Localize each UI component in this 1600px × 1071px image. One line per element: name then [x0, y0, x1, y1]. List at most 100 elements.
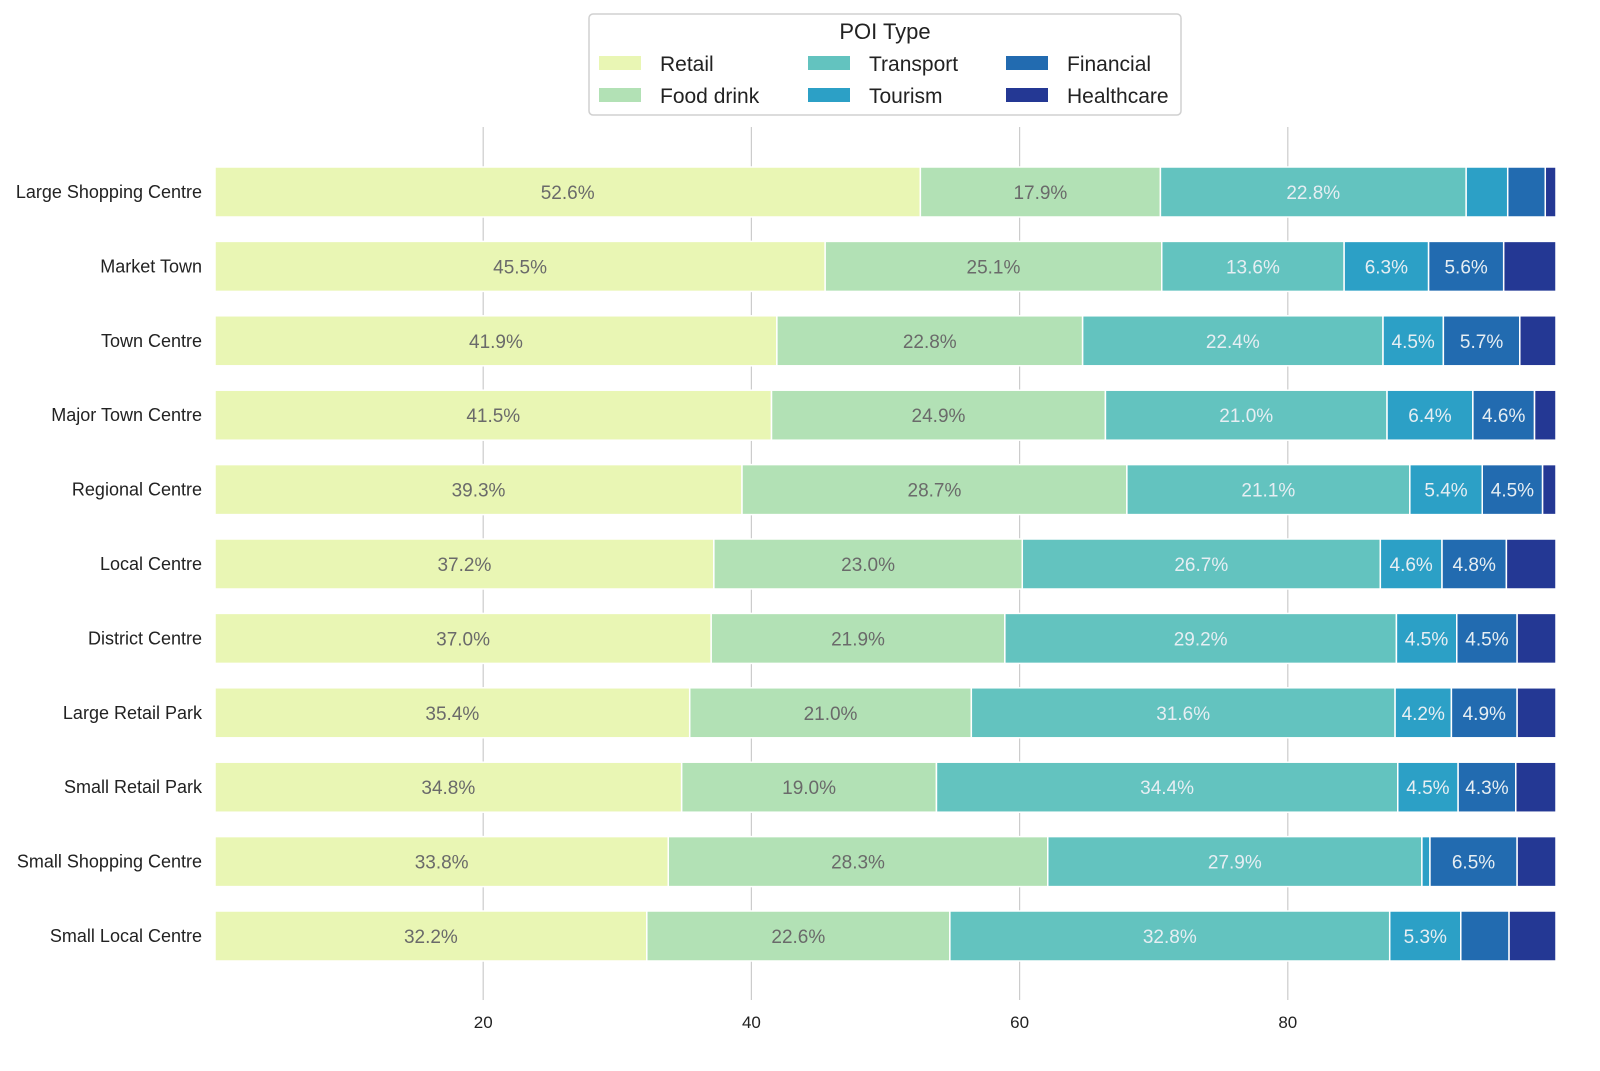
data-label: 34.4% — [1140, 778, 1194, 799]
bar-segment — [824, 240, 1163, 293]
bar-segment — [1465, 166, 1509, 218]
bar-segment — [1533, 389, 1557, 441]
data-label: 4.5% — [1491, 481, 1534, 502]
data-label: 4.8% — [1453, 555, 1496, 576]
data-label: 24.9% — [912, 406, 966, 427]
data-label: 32.8% — [1143, 927, 1197, 948]
bar-segment — [214, 389, 773, 441]
bar-segment — [1472, 389, 1536, 441]
data-label: 52.6% — [541, 183, 595, 204]
bar-segment — [1502, 240, 1557, 293]
legend-swatch — [599, 56, 641, 70]
data-label: 4.6% — [1390, 555, 1433, 576]
category-label: Regional Centre — [72, 480, 202, 500]
data-label: 6.3% — [1365, 257, 1408, 278]
bar-segment — [646, 910, 951, 962]
data-label: 4.5% — [1392, 332, 1435, 353]
bar-segment — [1160, 240, 1345, 293]
data-label: 21.1% — [1241, 481, 1295, 502]
bar-segment — [1457, 761, 1517, 813]
bar-segment — [1541, 463, 1557, 516]
category-label: Local Centre — [100, 554, 202, 574]
category-label: District Centre — [88, 628, 202, 648]
legend-title: POI Type — [839, 19, 930, 44]
bar-segment — [1021, 538, 1382, 590]
bars: 52.6% 17.9% 22.8% 45.5% 25.1% 13.6% 6.3% 5.6% 41… — [214, 166, 1557, 962]
bar-segment — [1159, 166, 1467, 218]
data-label: 34.8% — [421, 778, 475, 799]
category-label: Market Town — [100, 256, 202, 276]
legend: POI Type Retail Food drink Transport Touris… — [588, 13, 1182, 116]
category-label: Town Centre — [101, 331, 202, 351]
bar-segment — [1429, 835, 1518, 888]
data-label: 19.0% — [782, 778, 836, 799]
bar-segment — [214, 315, 778, 367]
bar-segment — [1506, 166, 1547, 218]
legend-swatch — [1006, 88, 1048, 102]
x-tick-label: 60 — [1010, 1013, 1029, 1032]
data-label: 23.0% — [841, 555, 895, 576]
data-label: 26.7% — [1174, 555, 1228, 576]
legend-label: Transport — [869, 53, 958, 76]
bar-segment — [741, 463, 1128, 516]
data-label: 4.2% — [1402, 704, 1445, 725]
data-label: 28.3% — [831, 853, 885, 874]
data-label: 4.6% — [1482, 406, 1525, 427]
data-label: 32.2% — [404, 927, 458, 948]
data-label: 22.8% — [903, 332, 957, 353]
data-label: 45.5% — [493, 257, 547, 278]
data-label: 22.4% — [1206, 332, 1260, 353]
data-label: 4.5% — [1465, 629, 1508, 650]
category-label: Small Shopping Centre — [17, 852, 202, 872]
data-label: 13.6% — [1226, 257, 1280, 278]
bar-segment — [1450, 687, 1518, 739]
bar-segment — [1508, 910, 1557, 962]
bar-segment — [1515, 761, 1557, 813]
data-label: 5.4% — [1424, 481, 1467, 502]
bar-segment — [1388, 910, 1462, 962]
category-label: Small Retail Park — [64, 777, 203, 797]
bar-segment — [1081, 315, 1384, 367]
data-label: 4.5% — [1406, 778, 1449, 799]
bar-segment — [1516, 687, 1557, 739]
bar-segment — [1126, 463, 1411, 516]
x-tick-labels: 20 40 60 80 — [474, 1013, 1298, 1032]
bar-segment — [1397, 761, 1459, 813]
data-label: 41.9% — [469, 332, 523, 353]
data-label: 21.0% — [1219, 406, 1273, 427]
category-label: Large Shopping Centre — [16, 182, 202, 202]
bar-segment — [1516, 835, 1557, 888]
data-label: 5.3% — [1404, 927, 1447, 948]
data-label: 21.9% — [831, 629, 885, 650]
bar-segment — [1519, 315, 1557, 367]
bar-segment — [949, 910, 1391, 962]
x-tick-label: 20 — [474, 1013, 493, 1032]
legend-swatch — [808, 88, 850, 102]
bar-segment — [667, 835, 1049, 888]
data-label: 28.7% — [908, 481, 962, 502]
data-label: 21.0% — [804, 704, 858, 725]
legend-label: Food drink — [660, 85, 760, 108]
bar-segment — [1421, 835, 1431, 888]
bar-segment — [1442, 315, 1521, 367]
bar-segment — [713, 538, 1024, 590]
bar-segment — [1505, 538, 1557, 590]
bar-segment — [214, 612, 712, 665]
category-labels: Large Shopping Centre Market Town Town Cen… — [16, 182, 203, 946]
legend-label: Retail — [660, 53, 714, 76]
legend-swatch — [599, 88, 641, 102]
bar-segment — [1441, 538, 1508, 590]
data-label: 17.9% — [1013, 183, 1067, 204]
data-label: 6.5% — [1452, 853, 1495, 874]
data-label: 31.6% — [1156, 704, 1210, 725]
bar-segment — [1409, 463, 1483, 516]
bar-segment — [1379, 538, 1443, 590]
legend-label: Healthcare — [1067, 85, 1169, 108]
data-label: 39.3% — [452, 481, 506, 502]
bar-segment — [688, 687, 973, 739]
data-label: 25.1% — [967, 257, 1021, 278]
bar-segment — [970, 687, 1396, 739]
bar-segment — [935, 761, 1399, 813]
bar-segment — [710, 612, 1006, 665]
data-label: 37.2% — [437, 555, 491, 576]
